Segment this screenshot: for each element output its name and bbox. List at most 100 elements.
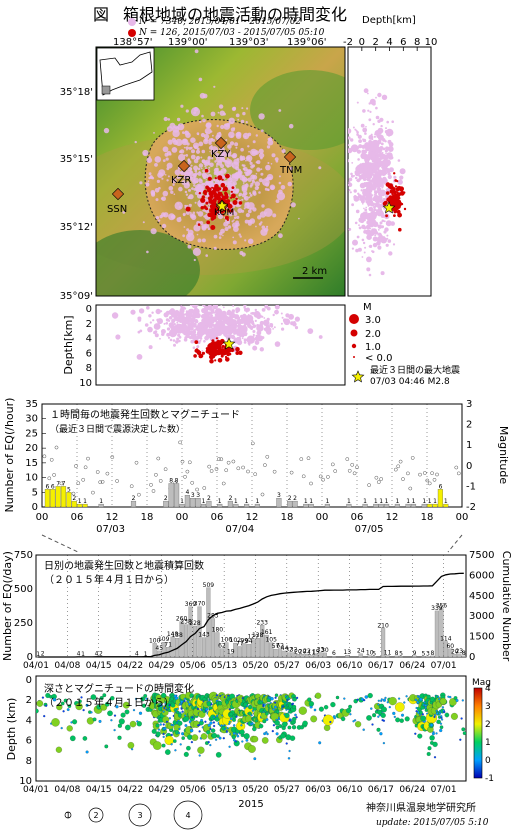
depth-point-recent (397, 212, 402, 218)
depth-point (349, 191, 352, 194)
bar-value-label: 105 (265, 637, 277, 644)
magnitude-point (83, 465, 88, 470)
depth-time-point (200, 718, 204, 722)
depth-time-ylabel: Depth (km) (5, 698, 18, 761)
epicenter (210, 137, 214, 141)
magnitude-point (149, 482, 153, 487)
bar-value-label: 1 (444, 498, 448, 505)
hourly-magnitude-points (42, 440, 461, 497)
y-tick: 30 (25, 414, 38, 425)
legend-dot-prior (128, 17, 136, 26)
depth-point (374, 157, 380, 163)
epicenter (213, 234, 218, 239)
depth-point (381, 186, 384, 189)
depth-point-recent (394, 185, 398, 188)
epicenter (187, 234, 191, 238)
depth-point (236, 322, 239, 325)
depth-point (363, 218, 366, 222)
epicenter (205, 254, 208, 257)
depth-time-point (212, 721, 215, 724)
depth-time-point (435, 732, 438, 735)
depth-time-point (162, 723, 165, 726)
daily-bar (251, 639, 256, 658)
station-kzr: KZR (171, 159, 191, 186)
depth-time-point (441, 718, 444, 721)
depth-point (358, 144, 363, 149)
epicenter (216, 124, 219, 128)
bar-value-label: 260 (176, 616, 188, 623)
bar-value-label: 7 (62, 480, 66, 487)
depth-point-recent (209, 358, 214, 364)
depth-time-point (173, 739, 177, 743)
depth-point-recent (214, 349, 218, 353)
epicenter (193, 173, 196, 176)
depth-tick: 8 (414, 37, 420, 48)
depth-time-points (36, 691, 466, 761)
epicenter (247, 173, 250, 175)
bar-value-label: 1 (379, 498, 383, 505)
depth-point (379, 170, 383, 174)
legend-label-recent: N = 126, 2015/07/03 - 2015/07/05 05:10 (139, 28, 325, 38)
depth-point (367, 205, 370, 207)
depth-time-point (291, 702, 294, 705)
daily-bar (394, 655, 399, 658)
epicenter (220, 168, 227, 174)
magnitude-point (190, 480, 195, 485)
depth-point (168, 316, 173, 320)
depth-point (363, 156, 366, 159)
station-label: SSN (107, 204, 127, 215)
depth-bottom-star (222, 337, 236, 350)
daily-bar (318, 652, 323, 658)
epicenter (278, 233, 283, 239)
epicenter (198, 163, 204, 168)
depth-time-point (371, 723, 374, 726)
magnitude-point (376, 480, 381, 484)
daily-bar (161, 642, 166, 658)
depth-time-point (78, 699, 82, 704)
depth-time-point (431, 732, 435, 736)
epicenter (229, 141, 235, 146)
epicenter (213, 246, 217, 250)
depth-point-recent (226, 347, 232, 353)
depth-time-point (268, 696, 271, 700)
epicenter-recent (203, 205, 207, 209)
depth-point (233, 329, 236, 332)
depth-point (380, 142, 384, 146)
depth-point-recent (385, 191, 390, 195)
depth-point (115, 334, 121, 340)
epicenter (233, 219, 235, 221)
hourly-bar (184, 495, 190, 508)
depth-point (360, 184, 363, 187)
magnitude-point (410, 456, 415, 460)
depth-time-point (155, 723, 160, 728)
magnitude-point (299, 457, 304, 461)
magnitude-point (374, 475, 379, 480)
depth-time-point (60, 726, 63, 730)
depth-point-recent (393, 191, 396, 194)
depth-point (210, 314, 213, 318)
depth-point (149, 321, 152, 324)
epicenter (155, 216, 160, 220)
epicenter (244, 239, 247, 242)
depth-time-point (172, 723, 175, 727)
epicenter (289, 166, 294, 171)
depth-point (377, 245, 382, 250)
epicenter (219, 110, 225, 116)
epicenter (231, 154, 237, 159)
epicenter (190, 154, 196, 160)
depth-point-recent (225, 357, 230, 362)
depth-point (383, 220, 386, 223)
epicenter (185, 154, 189, 157)
bar-value-label: 19 (312, 648, 320, 655)
depth-point (374, 181, 377, 184)
epicenter-recent (207, 176, 212, 181)
epicenter (248, 196, 251, 199)
hourly-y2label: Magnitude (497, 426, 510, 485)
depth-point (189, 336, 193, 340)
depth-point (360, 165, 364, 169)
hourly-bar (71, 500, 77, 508)
epicenter (187, 196, 191, 200)
depth-time-point (191, 734, 199, 741)
epicenter-recent (230, 205, 233, 208)
depth-time-point (90, 711, 93, 714)
